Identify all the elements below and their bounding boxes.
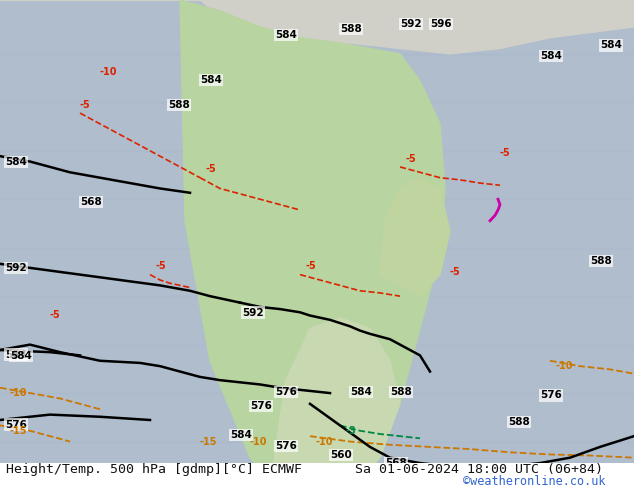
Text: -10: -10 xyxy=(250,437,268,447)
Text: ©weatheronline.co.uk: ©weatheronline.co.uk xyxy=(463,474,605,488)
Text: -5: -5 xyxy=(80,99,91,110)
Text: -5: -5 xyxy=(405,153,416,164)
Text: -5: -5 xyxy=(50,310,61,319)
Text: 584: 584 xyxy=(5,157,27,167)
Text: -10: -10 xyxy=(315,437,332,447)
Text: Sa 01-06-2024 18:00 UTC (06+84): Sa 01-06-2024 18:00 UTC (06+84) xyxy=(355,465,603,478)
Text: 584: 584 xyxy=(600,41,622,50)
Text: 584: 584 xyxy=(275,30,297,40)
Text: 592: 592 xyxy=(400,19,422,29)
Text: 592: 592 xyxy=(5,264,27,273)
Polygon shape xyxy=(270,318,400,490)
Text: -3: -3 xyxy=(345,426,356,436)
Text: 584: 584 xyxy=(10,351,32,361)
Text: 576: 576 xyxy=(5,419,27,430)
Text: 596: 596 xyxy=(430,19,451,29)
Text: 584: 584 xyxy=(350,387,372,397)
Text: 568: 568 xyxy=(385,458,407,468)
Text: 588: 588 xyxy=(508,417,530,427)
Text: 584: 584 xyxy=(230,430,252,441)
Text: 588: 588 xyxy=(590,256,612,266)
Text: 576: 576 xyxy=(275,387,297,397)
Text: -5: -5 xyxy=(450,267,461,277)
Text: 584: 584 xyxy=(200,75,222,85)
Text: Height/Temp. 500 hPa [gdmp][°C] ECMWF: Height/Temp. 500 hPa [gdmp][°C] ECMWF xyxy=(6,465,302,478)
Text: 584: 584 xyxy=(5,349,27,360)
Text: -10: -10 xyxy=(100,68,117,77)
Text: 568: 568 xyxy=(80,196,101,207)
Text: -5: -5 xyxy=(205,164,216,174)
Text: -5: -5 xyxy=(155,261,165,271)
Text: 560: 560 xyxy=(330,450,352,460)
Text: 576: 576 xyxy=(275,441,297,451)
Text: -10: -10 xyxy=(10,388,27,398)
Text: 592: 592 xyxy=(242,308,264,318)
Text: -10: -10 xyxy=(555,362,573,371)
Polygon shape xyxy=(380,178,450,296)
Text: 576: 576 xyxy=(250,401,272,411)
Text: 576: 576 xyxy=(540,391,562,400)
Text: -5: -5 xyxy=(305,261,316,271)
Polygon shape xyxy=(180,0,445,490)
Text: Height/Temp. 500 hPa [gdmp][°C] ECMWF: Height/Temp. 500 hPa [gdmp][°C] ECMWF xyxy=(6,463,302,476)
Polygon shape xyxy=(0,0,634,54)
Text: 584: 584 xyxy=(540,51,562,61)
Text: -5: -5 xyxy=(500,148,511,158)
Text: 588: 588 xyxy=(168,99,190,110)
Text: -15: -15 xyxy=(10,426,27,436)
Text: -15: -15 xyxy=(200,437,217,447)
Text: 588: 588 xyxy=(390,387,411,397)
Text: 588: 588 xyxy=(340,24,362,34)
Text: Sa 01-06-2024 18:00 UTC (06+84): Sa 01-06-2024 18:00 UTC (06+84) xyxy=(355,463,603,476)
Text: ©weatheronline.co.uk: ©weatheronline.co.uk xyxy=(463,476,605,489)
